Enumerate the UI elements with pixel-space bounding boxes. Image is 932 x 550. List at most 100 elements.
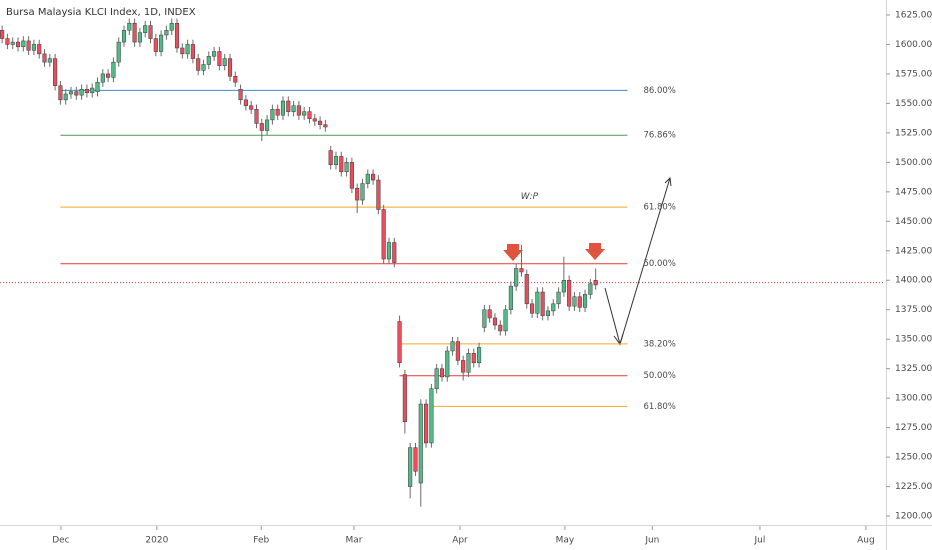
candle-body <box>556 291 561 305</box>
y-tick-label: 1525.00 <box>895 128 932 138</box>
candle-body <box>588 283 593 295</box>
candle-body <box>492 317 498 326</box>
down-arrow <box>585 243 605 260</box>
fib-level-label: 50.00% <box>643 259 675 269</box>
candle-body <box>524 274 529 305</box>
candle-body <box>344 162 349 173</box>
y-tick-label: 1400.00 <box>895 276 932 286</box>
candle-body <box>222 58 227 66</box>
candle-body <box>116 41 121 63</box>
candle-body <box>238 88 243 101</box>
candle-body <box>206 55 211 65</box>
candle-body <box>349 162 354 189</box>
x-tick-label: Jun <box>644 536 659 546</box>
annotation: W:P <box>521 192 539 202</box>
y-tick-label: 1300.00 <box>895 394 932 404</box>
candle-body <box>471 353 476 364</box>
y-tick-label: 1550.00 <box>895 99 932 109</box>
candle-body <box>143 25 148 33</box>
candle-body <box>392 242 397 263</box>
y-tick-label: 1200.00 <box>895 512 932 522</box>
fib-level-label: 38.20% <box>643 339 675 349</box>
y-tick-label: 1625.00 <box>895 10 932 20</box>
candle-body <box>286 100 291 112</box>
candle-body <box>429 388 434 444</box>
candle-body <box>540 291 545 316</box>
candle-body <box>561 279 566 293</box>
fib-level-label: 61.80% <box>643 203 675 213</box>
candle-body <box>397 321 402 364</box>
y-tick-label: 1450.00 <box>895 217 932 227</box>
y-tick-label: 1425.00 <box>895 246 932 256</box>
candle-body <box>386 242 392 260</box>
candle-body <box>577 296 582 308</box>
candle-body <box>137 32 142 43</box>
candle-body <box>339 156 344 173</box>
candle-body <box>84 88 89 94</box>
chart-title: Bursa Malaysia KLCI Index, 1D, INDEX <box>6 7 196 18</box>
y-tick-label: 1225.00 <box>895 482 932 492</box>
candle-body <box>63 93 68 101</box>
candle-body <box>318 120 323 125</box>
candle-body <box>280 100 286 116</box>
candle-body <box>185 44 190 55</box>
candle-body <box>333 156 339 165</box>
candle-body <box>37 44 42 55</box>
candle-body <box>58 85 63 101</box>
fib-level-label: 86.00% <box>643 86 675 96</box>
candle-body <box>190 44 195 59</box>
candle-body <box>503 309 508 332</box>
candle-body <box>450 341 455 352</box>
x-tick-label: Feb <box>253 536 269 546</box>
x-tick-label: Jul <box>754 536 766 546</box>
candle-body <box>307 111 312 119</box>
candle-body <box>5 38 10 45</box>
candle-body <box>164 30 169 36</box>
candle-body <box>355 188 360 201</box>
candle-body <box>593 279 598 286</box>
candle-body <box>302 111 307 116</box>
candle-body <box>174 22 180 49</box>
candle-body <box>47 58 52 63</box>
y-tick-label: 1375.00 <box>895 305 932 315</box>
candle-body <box>567 279 572 307</box>
arrow-head <box>664 176 672 187</box>
candle-body <box>111 61 116 78</box>
candle-body <box>291 105 296 112</box>
candle-body <box>79 88 84 96</box>
candle-body <box>270 109 275 121</box>
candle-body <box>233 76 238 83</box>
x-tick-label: Dec <box>52 536 69 546</box>
candle-body <box>249 105 254 110</box>
candle-body <box>328 150 333 165</box>
candle-body <box>180 47 185 55</box>
candle-body <box>212 51 217 57</box>
y-tick-label: 1275.00 <box>895 423 932 433</box>
candle-body <box>418 403 423 484</box>
candle-body <box>508 285 513 310</box>
candle-body <box>365 173 370 184</box>
candle-body <box>148 25 153 39</box>
candle-body <box>371 173 376 181</box>
candle-body <box>477 347 482 364</box>
candle-body <box>376 179 381 210</box>
y-tick-label: 1325.00 <box>895 364 932 374</box>
candle-body <box>455 341 460 361</box>
down-arrow <box>503 244 523 261</box>
y-tick-label: 1350.00 <box>895 335 932 345</box>
candle-body <box>424 403 429 444</box>
candle-body <box>583 294 588 308</box>
candle-body <box>572 296 577 307</box>
candle-body <box>243 99 248 107</box>
candle-body <box>227 58 233 77</box>
candle-body <box>159 34 164 52</box>
fib-level-label: 61.80% <box>643 402 675 412</box>
candle-body <box>42 53 47 63</box>
candle-body <box>201 64 206 71</box>
y-tick-label: 1500.00 <box>895 158 932 168</box>
candle-body <box>402 374 407 422</box>
candle-body <box>275 109 280 116</box>
candle-body <box>535 291 540 314</box>
